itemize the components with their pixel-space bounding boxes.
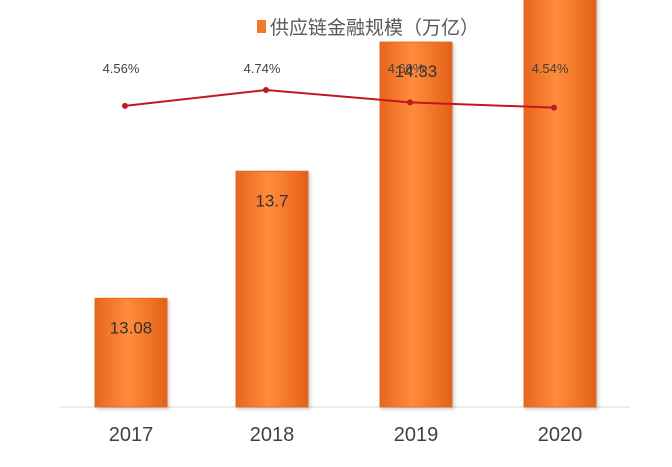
x-tick-label-2017: 2017 bbox=[109, 424, 154, 446]
bar-value-label-2017: 13.08 bbox=[110, 318, 153, 337]
chart-legend: 供应链金融规模（万亿） bbox=[257, 17, 479, 39]
bar-value-label-2018: 13.7 bbox=[255, 191, 288, 210]
rate-label-2020: 4.54% bbox=[532, 61, 569, 76]
rate-label-2018: 4.74% bbox=[244, 61, 281, 76]
rate-label-2017: 4.56% bbox=[103, 61, 140, 76]
bar-2018 bbox=[235, 170, 309, 408]
rate-point-2020 bbox=[551, 104, 557, 111]
rate-line-series: 4.56% 4.74% 4.60% 4.54% bbox=[103, 61, 569, 111]
x-tick-label-2018: 2018 bbox=[250, 424, 295, 446]
bar-2019 bbox=[379, 41, 453, 408]
bar-2020 bbox=[523, 0, 597, 408]
rate-point-2018 bbox=[263, 87, 269, 93]
rate-point-2019 bbox=[407, 99, 413, 106]
x-tick-label-2019: 2019 bbox=[394, 424, 439, 446]
bar-value-label-2019: 14.33 bbox=[395, 62, 438, 81]
rate-point-2017 bbox=[122, 102, 128, 109]
legend-swatch bbox=[257, 20, 266, 33]
x-tick-label-2020: 2020 bbox=[538, 424, 583, 446]
legend-label: 供应链金融规模（万亿） bbox=[270, 17, 479, 39]
rate-label-2019: 4.60% bbox=[388, 61, 425, 76]
x-axis-ticks: 2017 2018 2019 2020 bbox=[109, 424, 583, 446]
bar-2017 bbox=[94, 297, 168, 408]
rate-line bbox=[124, 88, 555, 109]
